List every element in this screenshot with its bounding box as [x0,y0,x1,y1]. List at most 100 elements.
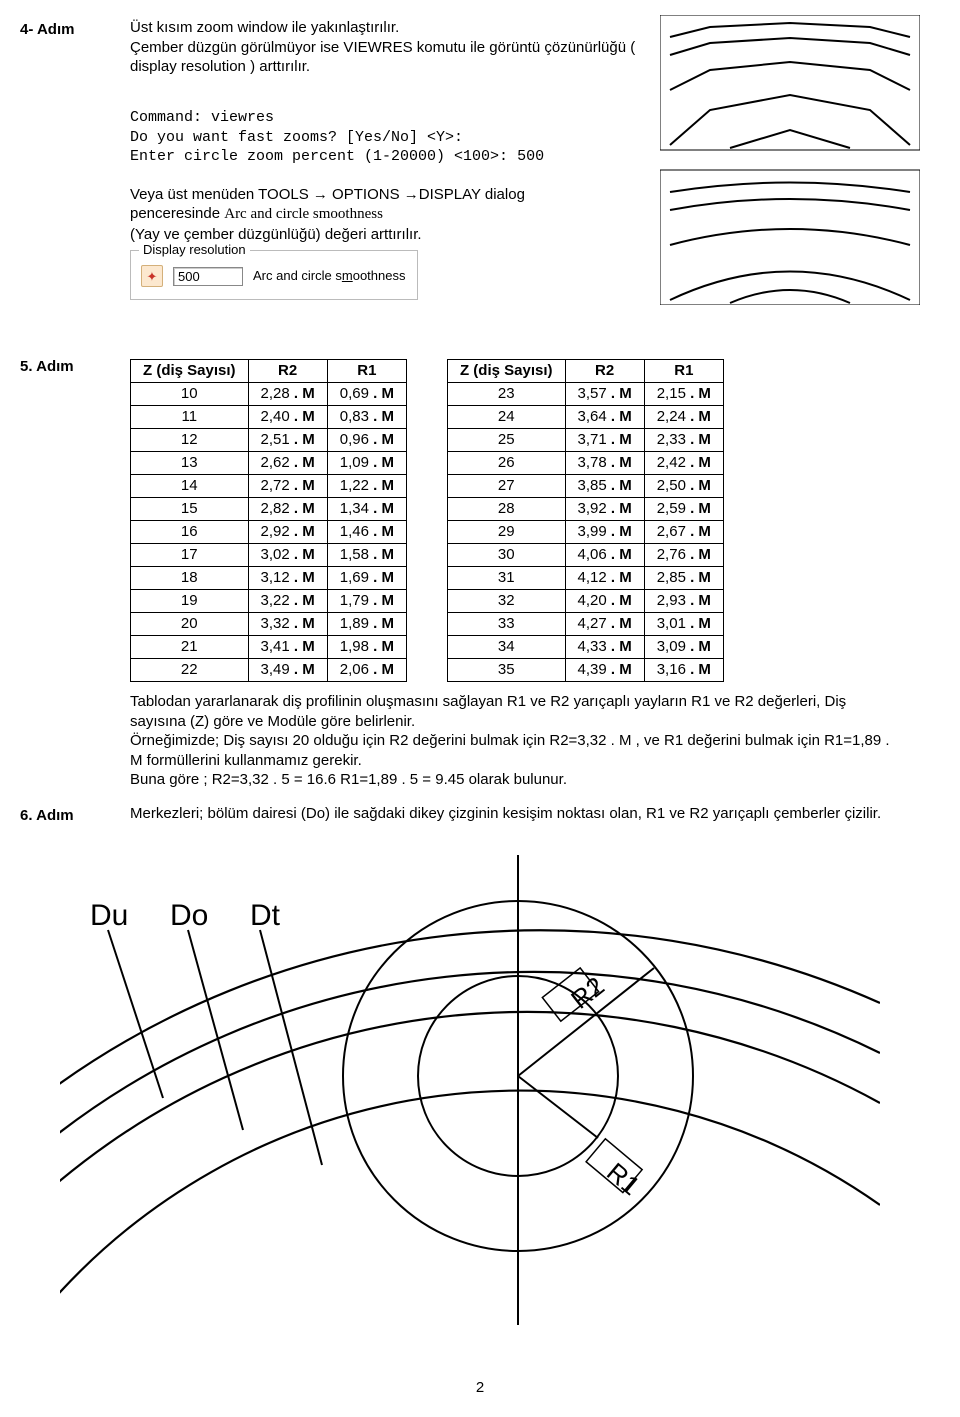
step5-label: 5. Adım [20,355,130,377]
cell-r1: 2,24 . M [644,406,723,429]
step6-label: 6. Adım [20,804,130,826]
gear-diagram: Du Do Dt R2 R1 [60,855,880,1325]
table-row: 213,41 . M1,98 . M [131,636,407,659]
cell-r2: 4,12 . M [565,567,644,590]
page: 4- Adım Üst kısım zoom window ile yakınl… [0,0,960,1417]
cell-z: 16 [131,521,249,544]
display-resolution-legend: Display resolution [139,242,250,259]
cmd-line-1: Command: viewres [130,109,274,126]
cell-z: 29 [447,521,565,544]
cell-r2: 3,22 . M [248,590,327,613]
cell-z: 23 [447,383,565,406]
cell-r2: 2,40 . M [248,406,327,429]
cell-r2: 3,64 . M [565,406,644,429]
table-row: 324,20 . M2,93 . M [447,590,723,613]
step5-p2: Örneğimizde; Diş sayısı 20 olduğu için R… [130,731,900,770]
table-row: 314,12 . M2,85 . M [447,567,723,590]
table-row: 273,85 . M2,50 . M [447,475,723,498]
cell-r1: 2,67 . M [644,521,723,544]
step6-row: 6. Adım Merkezleri; bölüm dairesi (Do) i… [20,804,900,826]
cell-r1: 2,42 . M [644,452,723,475]
cell-r2: 2,72 . M [248,475,327,498]
th-r2: R2 [565,360,644,383]
cell-r2: 4,33 . M [565,636,644,659]
cell-z: 24 [447,406,565,429]
cell-r2: 3,57 . M [565,383,644,406]
cell-r2: 2,62 . M [248,452,327,475]
cell-z: 20 [131,613,249,636]
cell-r1: 0,69 . M [327,383,406,406]
cell-r1: 1,89 . M [327,613,406,636]
table-row: 173,02 . M1,58 . M [131,544,407,567]
table-right: Z (diş Sayısı) R2 R1 233,57 . M2,15 . M2… [447,359,724,682]
cell-z: 34 [447,636,565,659]
cell-z: 12 [131,429,249,452]
cell-r1: 2,50 . M [644,475,723,498]
resolution-icon: ✦ [141,265,163,287]
cell-r2: 2,82 . M [248,498,327,521]
cell-r2: 3,41 . M [248,636,327,659]
th-r1: R1 [644,360,723,383]
cell-r1: 1,58 . M [327,544,406,567]
cell-r1: 1,98 . M [327,636,406,659]
cell-z: 26 [447,452,565,475]
cell-r2: 3,49 . M [248,659,327,682]
cell-r2: 4,39 . M [565,659,644,682]
step6-body: Merkezleri; bölüm dairesi (Do) ile sağda… [130,804,900,824]
step5-row: 5. Adım Z (diş Sayısı) R2 R1 102,28 . M0… [20,355,900,790]
arcs-diagram [660,15,920,305]
table-row: 193,22 . M1,79 . M [131,590,407,613]
cell-z: 10 [131,383,249,406]
table-row: 223,49 . M2,06 . M [131,659,407,682]
cell-z: 14 [131,475,249,498]
cell-r1: 3,16 . M [644,659,723,682]
table-row: 152,82 . M1,34 . M [131,498,407,521]
cell-z: 21 [131,636,249,659]
step4-p3b: (Yay ve çember düzgünlüğü) değeri arttır… [130,226,422,243]
step5-p1: Tablodan yararlanarak diş profilinin olu… [130,692,900,731]
table-row: 253,71 . M2,33 . M [447,429,723,452]
cell-z: 17 [131,544,249,567]
th-z: Z (diş Sayısı) [131,360,249,383]
cell-z: 30 [447,544,565,567]
cell-r2: 3,78 . M [565,452,644,475]
cell-z: 13 [131,452,249,475]
cell-r1: 1,79 . M [327,590,406,613]
th-z: Z (diş Sayısı) [447,360,565,383]
cell-r1: 3,09 . M [644,636,723,659]
cell-r1: 1,09 . M [327,452,406,475]
cell-r2: 2,28 . M [248,383,327,406]
table-row: 283,92 . M2,59 . M [447,498,723,521]
cell-z: 18 [131,567,249,590]
resolution-input[interactable] [173,267,243,286]
cell-r1: 1,22 . M [327,475,406,498]
cell-r1: 1,46 . M [327,521,406,544]
cell-r1: 0,96 . M [327,429,406,452]
label-r1: R1 [601,1157,646,1201]
cell-z: 33 [447,613,565,636]
step4-p2: Çember düzgün görülmüyor ise VIEWRES kom… [130,38,650,77]
th-r1: R1 [327,360,406,383]
cell-z: 35 [447,659,565,682]
cell-r1: 2,76 . M [644,544,723,567]
table-row: 243,64 . M2,24 . M [447,406,723,429]
cell-z: 32 [447,590,565,613]
table-row: 162,92 . M1,46 . M [131,521,407,544]
step6-p1: Merkezleri; bölüm dairesi (Do) ile sağda… [130,804,900,824]
label-du: Du [90,899,128,932]
table-row: 132,62 . M1,09 . M [131,452,407,475]
th-r2: R2 [248,360,327,383]
cell-r2: 3,32 . M [248,613,327,636]
cell-r1: 1,34 . M [327,498,406,521]
cell-z: 25 [447,429,565,452]
label-dt: Dt [250,899,281,932]
cell-r2: 3,92 . M [565,498,644,521]
step4-p3: Veya üst menüden TOOLS → OPTIONS →DISPLA… [130,185,610,245]
table-row: 344,33 . M3,09 . M [447,636,723,659]
cell-r1: 2,15 . M [644,383,723,406]
page-number: 2 [0,1378,960,1398]
cell-r2: 3,71 . M [565,429,644,452]
cell-r2: 2,51 . M [248,429,327,452]
cell-z: 11 [131,406,249,429]
table-row: 304,06 . M2,76 . M [447,544,723,567]
